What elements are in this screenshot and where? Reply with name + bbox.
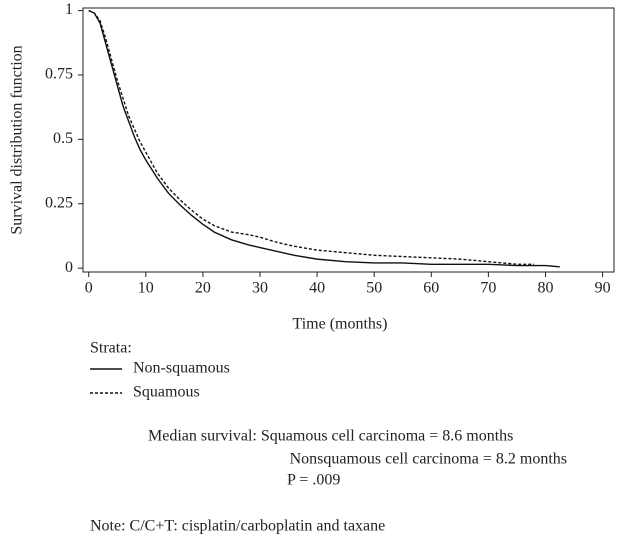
x-tick-label: 50 — [366, 280, 382, 297]
y-tick-label: 0 — [65, 259, 73, 276]
note: Nonsquamous cell carcinoma = 8.2 months — [290, 451, 567, 468]
survival-curve — [88, 9, 535, 265]
x-tick-label: 10 — [138, 280, 154, 297]
x-tick-label: 60 — [423, 280, 439, 297]
survival-curve — [88, 9, 560, 268]
x-tick-label: 40 — [309, 280, 325, 297]
legend-label: Non-squamous — [133, 360, 230, 377]
note: P = .009 — [287, 472, 340, 489]
x-axis-label: Time (months) — [293, 316, 388, 333]
y-tick-label: 0.25 — [45, 194, 73, 211]
x-tick-label: 30 — [252, 280, 268, 297]
x-tick-label: 20 — [195, 280, 211, 297]
y-axis-label: Survival distribution function — [9, 45, 26, 234]
x-tick-label: 70 — [480, 280, 496, 297]
note: Note: C/C+T: cisplatin/carboplatin and t… — [90, 518, 385, 535]
legend-label: Squamous — [133, 384, 200, 401]
y-tick-label: 0.5 — [53, 130, 73, 147]
x-tick-label: 0 — [85, 280, 93, 297]
note: Median survival: Squamous cell carcinoma… — [148, 428, 513, 445]
legend-title: Strata: — [90, 340, 132, 357]
x-tick-label: 80 — [537, 280, 553, 297]
plot-frame — [82, 7, 615, 273]
y-tick-label: 0.75 — [45, 66, 73, 83]
y-tick-label: 1 — [65, 1, 73, 18]
x-tick-label: 90 — [595, 280, 611, 297]
